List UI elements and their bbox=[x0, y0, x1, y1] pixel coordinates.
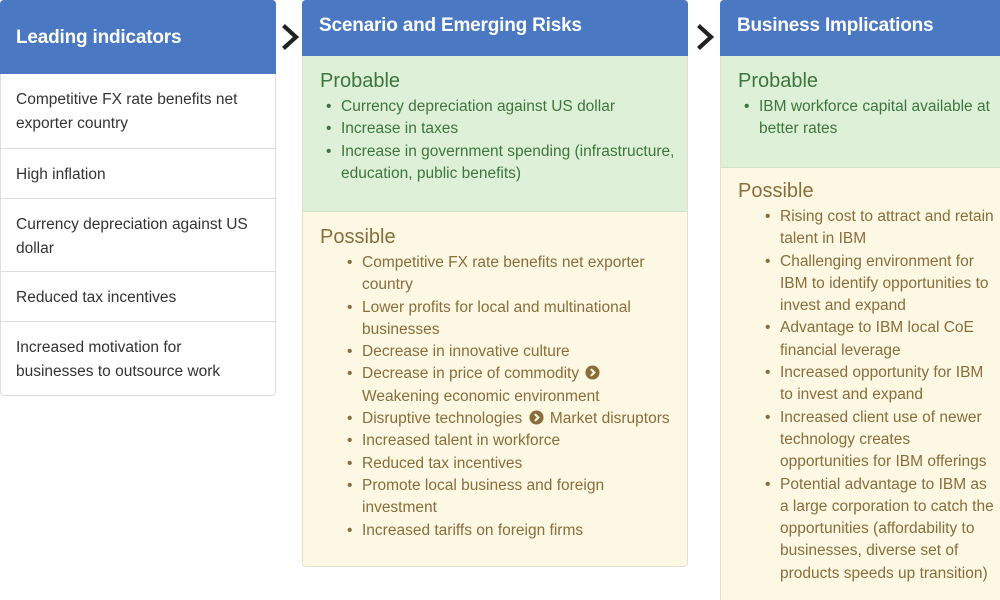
leading-indicator-item: Increased motivation for businesses to o… bbox=[1, 321, 275, 395]
scenario-possible-section: Possible Competitive FX rate benefits ne… bbox=[303, 212, 687, 566]
bullet-item: Advantage to IBM local CoE financial lev… bbox=[759, 317, 995, 362]
bullet-item: Increased talent in workforce bbox=[341, 430, 677, 453]
bullet-item-effect: Market disruptors bbox=[549, 410, 670, 428]
business-possible-section: Possible Rising cost to attract and reta… bbox=[721, 168, 1000, 600]
bullet-item: Increase in taxes bbox=[320, 118, 677, 141]
leading-indicators-list: Competitive FX rate benefits net exporte… bbox=[1, 74, 275, 395]
scenario-probable-section: Probable Currency depreciation against U… bbox=[303, 56, 687, 212]
bullet-item: Disruptive technologies Market disruptor… bbox=[341, 408, 677, 431]
bullet-item-effect: Weakening economic environment bbox=[362, 387, 600, 405]
business-possible-title: Possible bbox=[738, 180, 814, 202]
bullet-item: Increased client use of newer technology… bbox=[759, 407, 995, 474]
leading-indicators-panel: Leading indicators Competitive FX rate b… bbox=[0, 0, 276, 396]
bullet-item: Currency depreciation against US dollar bbox=[320, 96, 677, 119]
business-title: Business Implications bbox=[720, 0, 1000, 56]
bullet-item: Competitive FX rate benefits net exporte… bbox=[341, 252, 677, 297]
business-probable-title: Probable bbox=[738, 70, 819, 92]
bullet-item-cause: Decrease in price of commodity bbox=[362, 365, 580, 383]
leading-indicator-item: High inflation bbox=[1, 148, 275, 198]
business-probable-list: IBM workforce capital available at bette… bbox=[721, 96, 1000, 141]
bullet-item: Lower profits for local and multinationa… bbox=[341, 297, 677, 342]
circle-chevron-right-icon bbox=[529, 410, 544, 425]
business-probable-section: Probable IBM workforce capital available… bbox=[721, 56, 1000, 168]
chevron-right-icon bbox=[696, 24, 716, 50]
bullet-item: Challenging environment for IBM to ident… bbox=[759, 251, 995, 318]
leading-indicator-item: Currency depreciation against US dollar bbox=[1, 198, 275, 271]
bullet-item: IBM workforce capital available at bette… bbox=[738, 96, 991, 141]
scenario-possible-title: Possible bbox=[320, 226, 396, 248]
business-panel: Business Implications Probable IBM workf… bbox=[720, 0, 1000, 600]
leading-indicator-item: Reduced tax incentives bbox=[1, 271, 275, 321]
scenario-possible-list: Competitive FX rate benefits net exporte… bbox=[303, 252, 687, 542]
circle-chevron-right-icon bbox=[585, 365, 600, 381]
scenario-probable-title: Probable bbox=[320, 70, 401, 92]
bullet-item: Potential advantage to IBM as a large co… bbox=[759, 474, 995, 585]
scenario-panel: Scenario and Emerging Risks Probable Cur… bbox=[302, 0, 688, 567]
bullet-item: Increased tariffs on foreign firms bbox=[341, 520, 677, 543]
business-possible-list: Rising cost to attract and retain talent… bbox=[721, 206, 1000, 585]
bullet-item: Rising cost to attract and retain talent… bbox=[759, 206, 995, 251]
bullet-item: Promote local business and foreign inves… bbox=[341, 475, 677, 520]
bullet-item: Increased opportunity for IBM to invest … bbox=[759, 362, 995, 407]
bullet-item: Reduced tax incentives bbox=[341, 453, 677, 476]
scenario-title: Scenario and Emerging Risks bbox=[302, 0, 688, 56]
bullet-item: Decrease in innovative culture bbox=[341, 341, 677, 364]
chevron-right-icon bbox=[281, 24, 301, 50]
leading-indicator-item: Competitive FX rate benefits net exporte… bbox=[16, 91, 238, 132]
leading-indicators-title: Leading indicators bbox=[0, 0, 276, 74]
scenario-probable-list: Currency depreciation against US dollarI… bbox=[303, 96, 687, 185]
bullet-item: Increase in government spending (infrast… bbox=[320, 141, 677, 186]
bullet-item: Decrease in price of commodity Weakening… bbox=[341, 363, 677, 408]
bullet-item-cause: Disruptive technologies bbox=[362, 410, 523, 428]
